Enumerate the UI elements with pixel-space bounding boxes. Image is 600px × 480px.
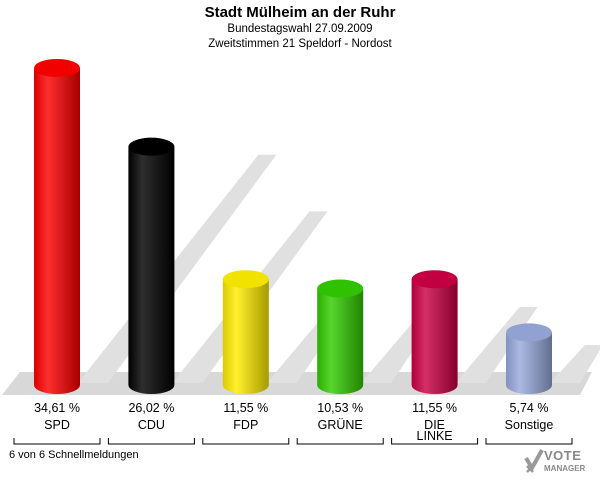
- logo-text-vote: VOTE: [544, 448, 582, 463]
- chart-title: Stadt Mülheim an der Ruhr: [204, 4, 396, 21]
- category-label: DIE: [424, 418, 445, 432]
- bar-shadow: [550, 345, 600, 383]
- category-bracket: [13, 438, 101, 445]
- value-label: 10,53 %: [317, 401, 363, 415]
- category-label: SPD: [44, 418, 70, 432]
- category-bracket: [485, 438, 573, 445]
- category-bracket: [296, 438, 384, 445]
- value-label: 11,55 %: [223, 401, 268, 415]
- category-bracket: [391, 438, 479, 445]
- bar-die-linke: [411, 270, 458, 394]
- category-bracket: [202, 438, 290, 445]
- chart-subtitle-district: Zweitstimmen 21 Speldorf - Nordost: [208, 38, 392, 50]
- checkmark-x-logo-icon: [524, 449, 544, 473]
- category-label: CDU: [138, 418, 165, 432]
- chart-subtitle-election: Bundestagswahl 27.09.2009: [227, 23, 373, 35]
- bar-gruene: [317, 279, 364, 394]
- value-label: 5,74 %: [510, 401, 549, 415]
- bar-shadow: [78, 154, 277, 383]
- category-label: Sonstige: [505, 418, 554, 432]
- value-label: 34,61 %: [34, 401, 80, 415]
- category-label: LINKE: [417, 429, 453, 443]
- footer-report-count: 6 von 6 Schnellmeldungen: [9, 449, 139, 461]
- category-label: FDP: [233, 418, 258, 432]
- bar-fdp: [222, 270, 269, 394]
- vote-manager-logo: VOTE MANAGER: [524, 448, 596, 478]
- logo-text-manager: MANAGER: [544, 464, 586, 473]
- value-label: 26,02 %: [128, 401, 174, 415]
- bar-sonstige: [506, 323, 552, 394]
- bar-spd: [34, 59, 80, 394]
- category-label: GRÜNE: [318, 418, 363, 432]
- value-label: 11,55 %: [412, 401, 457, 415]
- bar-cdu: [128, 137, 175, 394]
- category-bracket: [107, 438, 195, 445]
